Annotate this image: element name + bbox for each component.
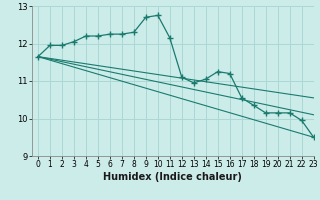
X-axis label: Humidex (Indice chaleur): Humidex (Indice chaleur) (103, 172, 242, 182)
